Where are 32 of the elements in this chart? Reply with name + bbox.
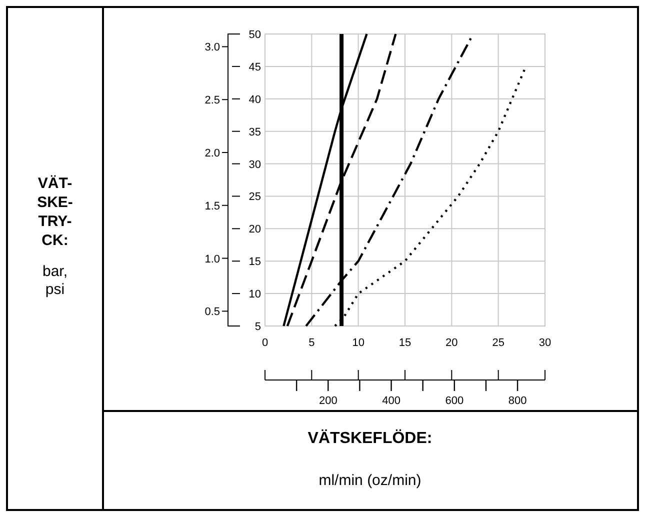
y-tick-label: 45	[248, 61, 261, 74]
y-tick-label: 50	[248, 29, 261, 41]
y2-tick-label: 2.0	[204, 147, 220, 160]
x2-tick-label: 200	[318, 395, 338, 407]
text: ml/min (oz/min)	[318, 472, 422, 489]
y2-tick-label: 3.0	[204, 42, 220, 54]
text: VÄT-SKE-TRY-CK:	[37, 175, 73, 249]
x-tick-label: 5	[308, 337, 315, 349]
x-axis-title: VÄTSKEFLÖDE:	[308, 429, 432, 447]
y2-tick-label: 1.5	[204, 200, 220, 212]
y-tick-label: 40	[248, 94, 261, 106]
y-tick-label: 5	[254, 321, 261, 333]
x-tick-label: 30	[538, 337, 552, 349]
y-tick-label: 20	[248, 224, 261, 236]
y2-tick-label: 0.5	[204, 306, 220, 318]
y-tick-label: 10	[248, 288, 261, 301]
x2-tick-label: 800	[508, 395, 527, 407]
x2-tick-label: 600	[445, 395, 464, 407]
y-tick-label: 35	[248, 126, 261, 138]
y-tick-label: 30	[248, 158, 261, 171]
line-series	[286, 32, 397, 328]
y-tick-label: 15	[248, 256, 261, 268]
x-tick-label: 25	[492, 337, 504, 349]
y-tick-label: 25	[248, 191, 261, 204]
x-tick-label: 20	[446, 337, 458, 349]
x-tick-label: 15	[398, 337, 412, 349]
x-tick-label: 10	[352, 337, 364, 349]
y2-tick-label: 1.0	[204, 253, 220, 266]
x-tick-label: 0	[262, 337, 268, 349]
text: bar, psi	[42, 263, 68, 298]
x2-tick-label: 400	[382, 395, 400, 407]
y2-tick-label: 2.5	[204, 94, 220, 107]
